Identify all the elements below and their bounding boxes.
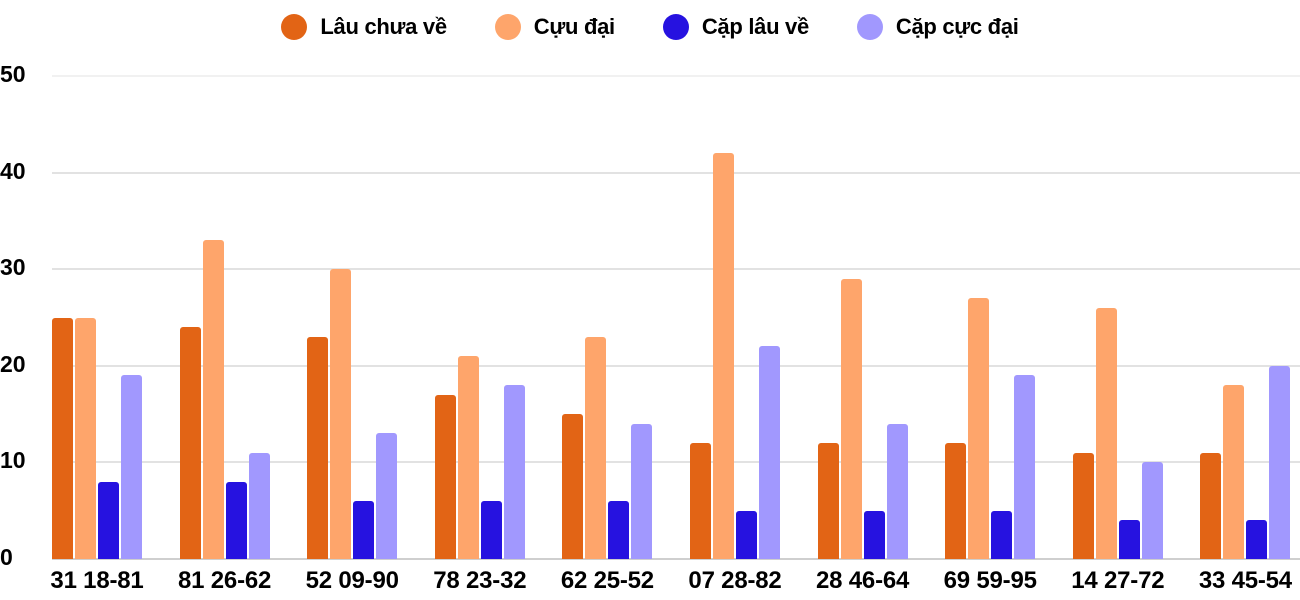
legend-item[interactable]: Cặp lâu về: [662, 14, 809, 40]
bar[interactable]: [945, 443, 967, 559]
bar[interactable]: [759, 346, 780, 559]
legend-swatch-icon: [856, 14, 883, 40]
bar[interactable]: [1072, 452, 1094, 559]
x-tick-label: 62 25-52: [560, 567, 654, 594]
bar[interactable]: [1141, 462, 1163, 559]
y-tick-label: 50: [0, 61, 26, 87]
plot-area: [52, 75, 1300, 560]
y-tick-label: 0: [0, 544, 13, 570]
bar-group: [1200, 76, 1292, 559]
legend-label: Cặp cực đại: [895, 14, 1019, 39]
bar[interactable]: [98, 481, 119, 559]
bar[interactable]: [376, 433, 398, 559]
bar-group: [52, 76, 144, 559]
legend-swatch-icon: [281, 14, 308, 40]
x-tick-label: 28 46-64: [816, 567, 910, 594]
bar-group: [179, 76, 272, 559]
bar[interactable]: [690, 443, 711, 559]
legend-swatch-icon: [494, 14, 521, 40]
gridline: [52, 461, 1300, 464]
y-tick-label: 10: [0, 447, 26, 474]
bar[interactable]: [225, 481, 247, 559]
bar-group: [1072, 76, 1165, 559]
x-tick-label: 33 45-54: [1198, 567, 1292, 594]
bar[interactable]: [75, 317, 96, 559]
x-tick-label: 81 26-62: [178, 567, 272, 594]
bar[interactable]: [562, 414, 584, 559]
legend-item[interactable]: Cặp cực đại: [856, 14, 1019, 40]
legend-swatch-icon: [662, 14, 689, 40]
y-tick-label: 40: [0, 157, 26, 184]
gridline: [52, 364, 1300, 367]
bar-group: [434, 76, 527, 559]
legend-label: Cựu đại: [533, 14, 615, 39]
bar[interactable]: [631, 423, 653, 559]
bar[interactable]: [330, 269, 352, 559]
gridline: [52, 75, 1300, 77]
legend-label: Lâu chưa về: [320, 14, 447, 39]
bar[interactable]: [713, 153, 734, 559]
legend-item[interactable]: Lâu chưa về: [281, 14, 447, 40]
bar[interactable]: [886, 423, 908, 559]
gridline: [52, 171, 1300, 174]
bar[interactable]: [991, 510, 1013, 559]
bar[interactable]: [1223, 385, 1245, 559]
bar[interactable]: [863, 510, 885, 559]
bar[interactable]: [307, 336, 329, 559]
bar[interactable]: [1246, 520, 1268, 559]
bar[interactable]: [179, 327, 201, 559]
x-tick-label: 69 59-95: [943, 567, 1037, 594]
bar-group: [690, 76, 782, 559]
x-tick-label: 78 23-32: [433, 567, 527, 594]
bar[interactable]: [52, 317, 73, 559]
bar[interactable]: [817, 443, 839, 559]
x-tick-label: 14 27-72: [1071, 567, 1165, 594]
bar[interactable]: [1014, 375, 1036, 559]
x-axis-line: [52, 558, 1300, 560]
bar[interactable]: [736, 510, 757, 559]
bar[interactable]: [1095, 307, 1117, 559]
bar-group: [307, 76, 399, 559]
gridline: [52, 268, 1300, 271]
bar[interactable]: [1118, 520, 1140, 559]
bar[interactable]: [585, 336, 607, 559]
bar[interactable]: [968, 298, 990, 559]
bar[interactable]: [457, 356, 479, 559]
x-tick-label: 07 28-82: [688, 567, 782, 594]
bar[interactable]: [840, 278, 862, 559]
bar[interactable]: [248, 452, 270, 559]
bar[interactable]: [608, 501, 630, 559]
chart-legend: Lâu chưa về Cựu đại Cặp lâu về Cặp cực đại: [0, 8, 1300, 46]
bar[interactable]: [434, 394, 456, 559]
bar[interactable]: [353, 501, 375, 559]
bar[interactable]: [202, 240, 224, 559]
legend-label: Cặp lâu về: [701, 14, 809, 39]
bar[interactable]: [121, 375, 142, 559]
bar-group: [562, 76, 654, 559]
legend-item[interactable]: Cựu đại: [494, 14, 615, 40]
y-tick-label: 20: [0, 350, 26, 377]
y-tick-label: 30: [0, 254, 26, 281]
x-tick-label: 52 09-90: [305, 567, 399, 594]
bar[interactable]: [1200, 452, 1222, 559]
x-tick-label: 31 18-81: [50, 567, 144, 594]
bar[interactable]: [503, 385, 525, 559]
bar-group: [945, 76, 1037, 559]
bar[interactable]: [1269, 365, 1291, 559]
bar[interactable]: [480, 501, 502, 559]
bar-group: [817, 76, 910, 559]
